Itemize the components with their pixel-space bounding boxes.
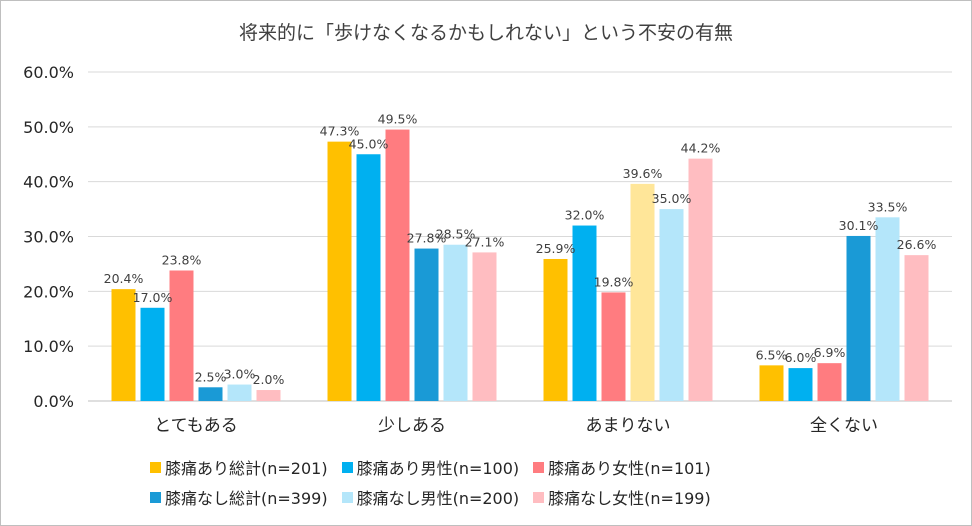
y-tick-label: 30.0% bbox=[23, 228, 74, 247]
data-label: 28.5% bbox=[436, 227, 476, 242]
data-label: 25.9% bbox=[536, 241, 576, 256]
y-tick-label: 50.0% bbox=[23, 118, 74, 137]
data-label: 27.1% bbox=[465, 234, 505, 249]
legend-item: 膝痛なし男性(n=200) bbox=[341, 485, 520, 509]
data-label: 35.0% bbox=[652, 191, 692, 206]
data-label: 45.0% bbox=[349, 136, 389, 151]
data-label: 17.0% bbox=[133, 290, 173, 305]
x-category-label: 全くない bbox=[810, 416, 878, 436]
x-category-label: 少しある bbox=[378, 416, 446, 436]
data-label: 30.1% bbox=[839, 218, 879, 233]
y-tick-label: 60.0% bbox=[23, 63, 74, 82]
legend-swatch bbox=[150, 491, 161, 503]
data-label: 6.9% bbox=[814, 345, 846, 360]
bar bbox=[875, 217, 900, 401]
x-category-label: とてもある bbox=[154, 416, 238, 436]
legend-label: 膝痛なし男性(n=200) bbox=[356, 489, 520, 508]
data-label: 49.5% bbox=[378, 112, 418, 127]
legend-item: 膝痛あり男性(n=100) bbox=[341, 455, 520, 479]
legend-swatch bbox=[533, 461, 545, 473]
bar bbox=[904, 255, 929, 401]
legend-label: 膝痛なし女性(n=199) bbox=[548, 489, 711, 508]
bar bbox=[414, 248, 439, 401]
data-label: 33.5% bbox=[868, 199, 908, 214]
bar bbox=[327, 141, 352, 401]
bar bbox=[198, 387, 223, 401]
legend-item: 膝痛あり総計(n=201) bbox=[150, 455, 328, 479]
legend-swatch bbox=[341, 461, 353, 473]
bar bbox=[817, 363, 842, 401]
data-label: 3.0% bbox=[224, 367, 256, 382]
legend-row: 膝痛なし総計(n=399) 膝痛なし男性(n=200) 膝痛なし女性(n=199) bbox=[150, 482, 850, 512]
bar bbox=[572, 225, 597, 401]
data-label: 26.6% bbox=[897, 237, 937, 252]
bar bbox=[256, 390, 281, 401]
data-label: 6.0% bbox=[785, 350, 817, 365]
data-label: 2.5% bbox=[195, 369, 227, 384]
data-label: 2.0% bbox=[253, 372, 285, 387]
legend-swatch bbox=[150, 461, 161, 473]
y-tick-label: 0.0% bbox=[33, 392, 74, 411]
chart-title: 将来的に「歩けなくなるかもしれない」という不安の有無 bbox=[238, 22, 733, 44]
bar bbox=[472, 252, 497, 401]
legend-label: 膝痛あり総計(n=201) bbox=[165, 459, 328, 478]
data-label: 32.0% bbox=[565, 208, 605, 223]
legend-label: 膝痛あり女性(n=101) bbox=[548, 459, 711, 478]
bar bbox=[759, 365, 784, 401]
legend-swatch bbox=[341, 491, 353, 503]
bar bbox=[169, 270, 194, 401]
data-label: 39.6% bbox=[623, 166, 663, 181]
data-label: 19.8% bbox=[594, 274, 634, 289]
bar bbox=[846, 235, 871, 401]
bar bbox=[140, 307, 165, 401]
bar bbox=[356, 154, 381, 401]
bar bbox=[601, 292, 626, 401]
data-label: 20.4% bbox=[104, 271, 144, 286]
legend-label: 膝痛あり男性(n=100) bbox=[356, 459, 520, 478]
chart-legend: 膝痛あり総計(n=201) 膝痛あり男性(n=100) 膝痛あり女性(n=101) … bbox=[150, 452, 850, 512]
bar bbox=[688, 158, 713, 401]
x-category-label: あまりない bbox=[586, 416, 671, 436]
data-label: 44.2% bbox=[681, 141, 721, 156]
legend-item: 膝痛なし総計(n=399) bbox=[150, 485, 328, 509]
bar bbox=[385, 129, 410, 401]
bar bbox=[543, 258, 568, 401]
legend-swatch bbox=[533, 491, 545, 503]
bar bbox=[659, 209, 684, 401]
legend-label: 膝痛なし総計(n=399) bbox=[165, 489, 328, 508]
bar bbox=[227, 384, 252, 401]
y-tick-label: 40.0% bbox=[23, 173, 74, 192]
data-label: 47.3% bbox=[320, 124, 360, 139]
bar bbox=[788, 368, 813, 401]
data-label: 27.8% bbox=[407, 231, 447, 246]
data-label: 23.8% bbox=[162, 252, 202, 267]
data-label: 6.5% bbox=[756, 347, 788, 362]
bar bbox=[630, 183, 655, 401]
bar bbox=[111, 289, 136, 401]
y-tick-label: 20.0% bbox=[23, 282, 74, 301]
legend-item: 膝痛なし女性(n=199) bbox=[533, 485, 711, 509]
legend-item: 膝痛あり女性(n=101) bbox=[533, 455, 711, 479]
y-tick-label: 10.0% bbox=[23, 337, 74, 356]
bar bbox=[443, 244, 468, 401]
legend-row: 膝痛あり総計(n=201) 膝痛あり男性(n=100) 膝痛あり女性(n=101) bbox=[150, 452, 850, 482]
